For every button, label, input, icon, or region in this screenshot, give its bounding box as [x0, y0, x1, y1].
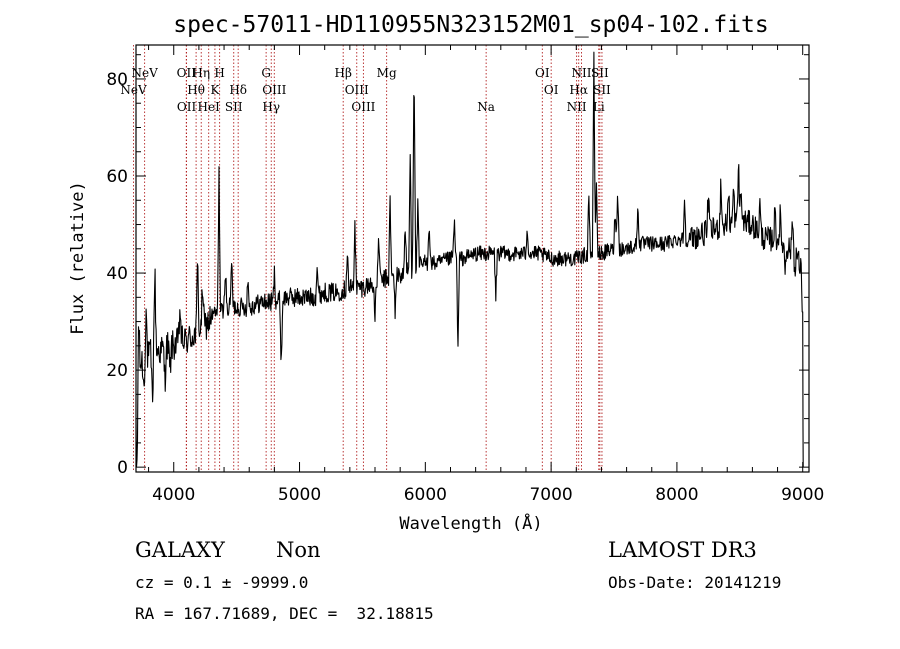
line-label: OII [177, 100, 197, 114]
y-axis: 0 20 40 60 80 [106, 54, 809, 478]
x-tick-label: 6000 [404, 485, 447, 505]
line-label: Li [593, 100, 605, 114]
line-label: Hθ [187, 83, 205, 97]
y-tick-label: 20 [106, 361, 128, 381]
x-tick-label: 7000 [529, 485, 572, 505]
line-label: SII [225, 100, 243, 114]
line-label: OI [535, 66, 550, 80]
coordinates: RA = 167.71689, DEC = 32.18815 [135, 604, 434, 623]
x-tick-label: 8000 [655, 485, 698, 505]
line-label: SII [591, 66, 609, 80]
survey-name: LAMOST DR3 [608, 538, 757, 562]
line-label: Hδ [229, 83, 247, 97]
y-tick-label: 0 [117, 458, 128, 478]
chart-title: spec-57011-HD110955N323152M01_sp04-102.f… [173, 12, 768, 38]
line-label: NeV [120, 83, 147, 97]
line-label: SII [593, 83, 611, 97]
line-label: NII [567, 100, 587, 114]
x-axis-label: Wavelength (Å) [399, 512, 542, 534]
line-label: OIII [345, 83, 369, 97]
x-tick-label: 5000 [278, 485, 321, 505]
line-label: Hβ [334, 66, 351, 80]
x-axis: 4000 5000 6000 7000 8000 9000 [148, 45, 824, 505]
plot-frame [135, 44, 810, 473]
x-tick-label: 9000 [781, 485, 824, 505]
y-axis-label: Flux (relative) [68, 181, 88, 335]
line-label: OII [177, 66, 197, 80]
spectrum-line [135, 51, 804, 468]
obs-date: Obs-Date: 20141219 [608, 573, 782, 592]
object-subclass: Non [276, 538, 321, 562]
line-label: NeV [131, 66, 158, 80]
line-label: NII [571, 66, 591, 80]
line-label: Mg [377, 66, 397, 80]
line-label: OIII [262, 83, 286, 97]
line-label: G [261, 66, 271, 80]
line-label: OI [544, 83, 559, 97]
object-class: GALAXY [135, 538, 225, 562]
line-label: Na [477, 100, 495, 114]
line-label: OIII [351, 100, 375, 114]
y-tick-label: 40 [106, 264, 128, 284]
line-label: Hγ [262, 100, 280, 114]
line-label: H [214, 66, 224, 80]
line-label: Hη [192, 66, 210, 80]
line-label: K [210, 83, 220, 97]
x-tick-label: 4000 [152, 485, 195, 505]
y-tick-label: 60 [106, 167, 128, 187]
redshift-readout: cz = 0.1 ± -9999.0 [135, 573, 309, 592]
line-label: HeI [198, 100, 221, 114]
y-tick-label: 80 [106, 70, 128, 90]
line-label: Hα [569, 83, 588, 97]
